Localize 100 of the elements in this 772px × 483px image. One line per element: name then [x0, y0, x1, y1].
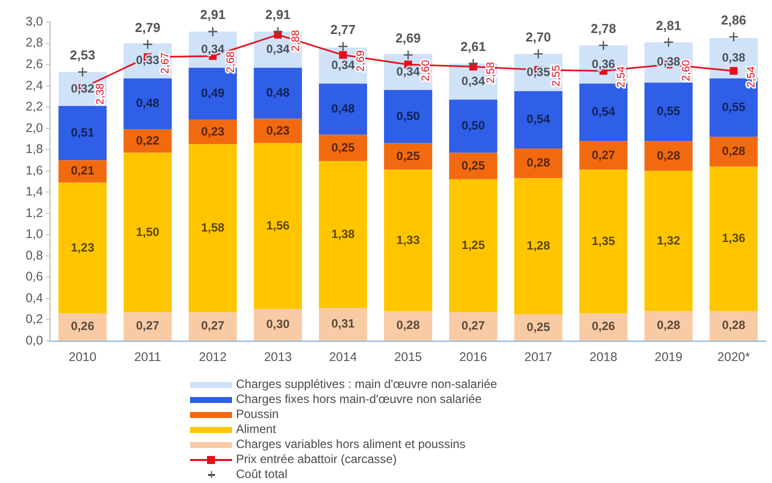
bar	[514, 91, 562, 149]
data-label: 2,68	[224, 51, 237, 73]
legend-label: Prix entrée abattoir (carcasse)	[236, 452, 397, 467]
y-tick-label: 1,2	[26, 206, 44, 220]
point	[339, 51, 347, 59]
data-label: 0,25	[396, 148, 420, 163]
point	[533, 48, 544, 60]
point	[468, 58, 478, 69]
legend-label: Poussin	[236, 407, 279, 422]
data-label: 2,78	[590, 20, 616, 36]
data-label: 2,77	[330, 22, 356, 38]
data-label: 1,50	[136, 224, 160, 239]
y-tick-label: 2,8	[26, 36, 44, 50]
bar	[644, 82, 693, 142]
x-tick-label: 2016	[459, 350, 488, 364]
bar	[449, 100, 498, 153]
data-label: 0,23	[201, 124, 225, 138]
point	[77, 66, 88, 78]
x-tick-label: 2017	[524, 350, 552, 364]
data-label: 0,55	[656, 104, 681, 118]
point	[402, 50, 414, 60]
data-label: 0,28	[656, 148, 681, 162]
x-tick-label: 2020*	[717, 350, 750, 364]
data-label: 2,69	[355, 50, 368, 72]
legend-label: Coût total	[236, 467, 288, 482]
point	[272, 26, 284, 37]
data-label: 1,25	[462, 238, 486, 252]
data-label: 0,48	[266, 86, 290, 100]
legend-label: Charges supplétives : main d'œuvre non-salariée	[236, 377, 498, 392]
legend-label: Aliment	[236, 422, 276, 437]
data-label: 0,50	[462, 118, 486, 133]
point	[730, 67, 738, 75]
data-label: 0,31	[331, 316, 355, 331]
x-tick-label: 2013	[264, 350, 292, 364]
x-tick-label: 2012	[198, 350, 227, 364]
data-label: 1,32	[656, 233, 681, 248]
data-label: 0,34	[462, 74, 486, 88]
point	[728, 32, 739, 42]
data-label: 0,26	[592, 319, 616, 334]
y-tick-label: 0,0	[26, 333, 44, 348]
y-tick-label: 2,0	[26, 120, 44, 135]
y-tick-label: 2,6	[26, 56, 44, 71]
data-label: 0,34	[266, 42, 290, 56]
x-tick-label: 2019	[654, 350, 682, 364]
x-tick-label: 2018	[590, 350, 618, 364]
data-label: 0,34	[396, 64, 420, 78]
data-label: 0,55	[722, 100, 746, 114]
data-label: 1,58	[201, 220, 225, 235]
data-label: 0,26	[70, 319, 95, 334]
data-label: 1,28	[526, 238, 550, 253]
legend-label: Charges fixes hors main-d'œuvre non salariée	[236, 392, 482, 407]
bar	[58, 182, 107, 314]
data-label: 0,23	[266, 123, 290, 138]
y-tick-label: 0,4	[26, 290, 44, 305]
y-tick-label: 0,8	[26, 248, 44, 262]
data-label: 1,36	[722, 231, 746, 246]
bar	[579, 170, 628, 314]
data-label: 2,70	[526, 29, 551, 44]
data-label: 0,49	[201, 86, 225, 100]
data-label: 2,54	[615, 66, 628, 88]
bar	[514, 178, 562, 314]
data-label: 0,27	[462, 318, 486, 333]
data-label: 0,38	[722, 50, 746, 64]
x-tick-label: 2014	[329, 350, 357, 364]
data-label: 1,33	[396, 232, 420, 247]
x-tick-label: 2010	[68, 350, 97, 364]
data-label: 2,58	[485, 62, 498, 84]
data-label: 2,67	[160, 52, 172, 74]
data-label: 0,28	[722, 318, 746, 332]
data-label: 2,91	[265, 7, 291, 22]
point	[598, 40, 609, 51]
data-label: 0,28	[526, 156, 550, 170]
point	[663, 37, 674, 48]
bar	[254, 68, 302, 119]
data-label: 0,25	[331, 140, 355, 154]
data-label: 2,91	[200, 7, 226, 22]
point	[142, 39, 153, 50]
y-tick-label: 0,2	[26, 312, 44, 326]
data-label: 2,55	[550, 65, 562, 87]
data-label: 0,22	[136, 133, 160, 148]
bar	[188, 144, 237, 312]
data-label: 0,48	[136, 96, 160, 110]
bar	[124, 152, 172, 312]
data-label: 2,53	[70, 48, 96, 63]
data-label: 2,38	[94, 83, 107, 105]
data-label: 0,25	[462, 158, 486, 172]
bar	[644, 170, 693, 312]
legend-label: Charges variables hors aliment et poussins	[236, 437, 466, 452]
data-label: 0,34	[201, 42, 225, 56]
point	[338, 41, 348, 52]
y-tick-label: 3,0	[26, 14, 44, 28]
data-label: 0,36	[592, 56, 616, 71]
data-label: 0,27	[592, 148, 616, 162]
bar	[710, 166, 758, 312]
data-label: 0,25	[526, 320, 550, 334]
data-label: 0,51	[70, 125, 95, 140]
y-tick-label: 1,6	[26, 163, 44, 178]
data-label: 2,60	[680, 60, 693, 82]
data-label: 0,27	[201, 318, 225, 333]
point	[208, 26, 218, 37]
